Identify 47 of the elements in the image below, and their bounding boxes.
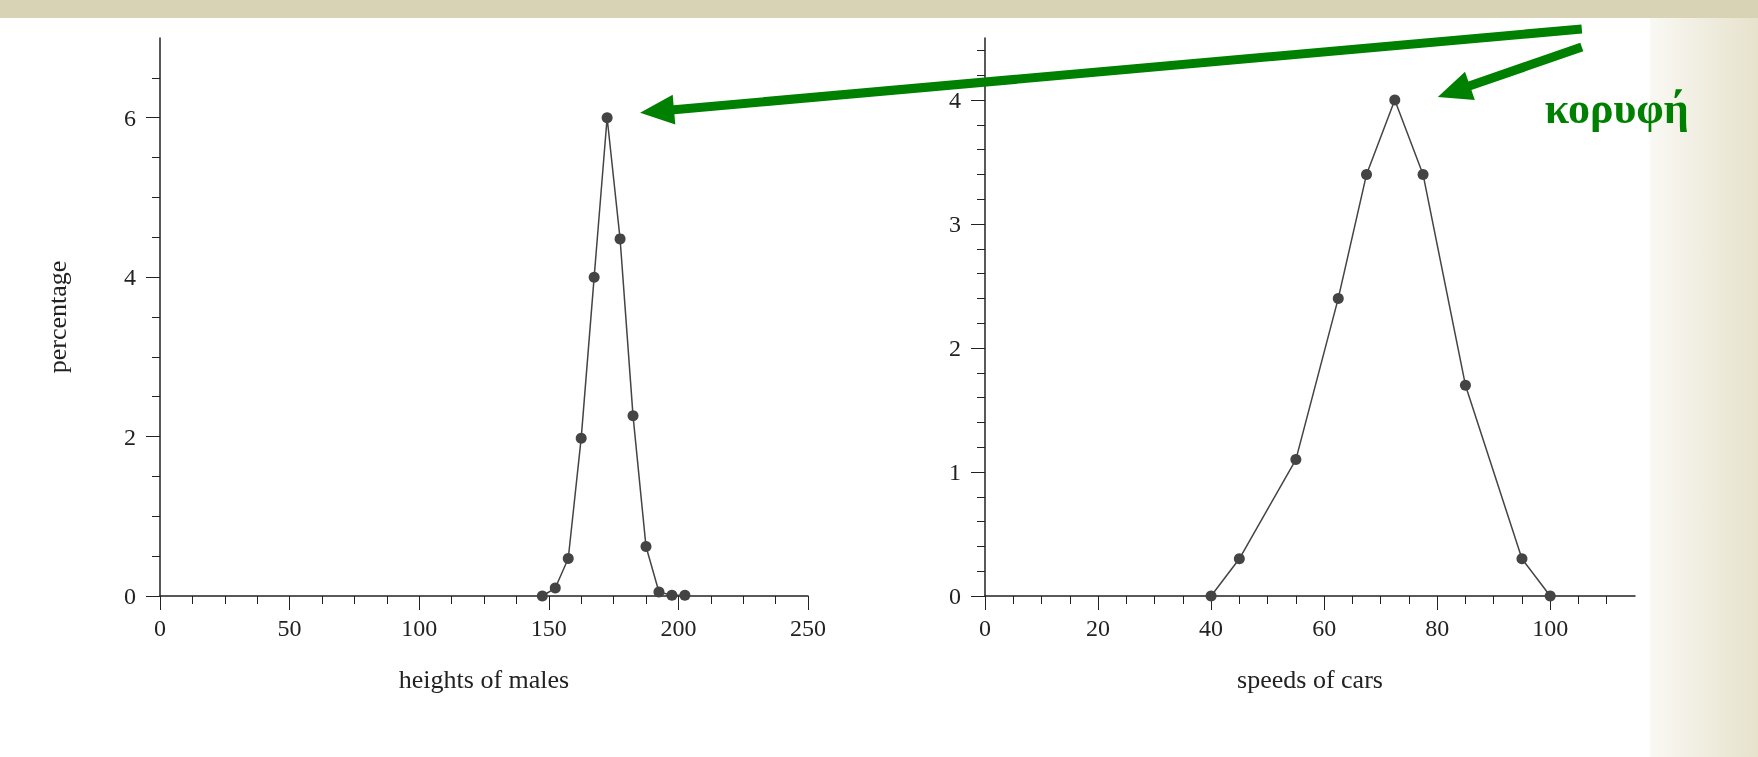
x-tick-label: 250 bbox=[790, 615, 826, 641]
x-tick-label: 40 bbox=[1199, 615, 1224, 641]
x-tick-label: 0 bbox=[154, 615, 166, 641]
x-tick-label: 0 bbox=[979, 615, 991, 641]
point bbox=[1544, 590, 1556, 602]
annotation: κορυφή bbox=[1544, 84, 1689, 133]
point bbox=[627, 410, 639, 422]
x-axis-title: speeds of cars bbox=[1237, 664, 1383, 694]
point bbox=[536, 590, 548, 602]
point bbox=[1233, 553, 1245, 565]
x-tick-label: 100 bbox=[401, 615, 438, 641]
point bbox=[640, 541, 652, 553]
point bbox=[679, 589, 691, 601]
point bbox=[1290, 454, 1302, 466]
x-tick-label: 200 bbox=[660, 615, 697, 641]
point bbox=[549, 582, 561, 594]
point bbox=[1459, 379, 1471, 391]
point bbox=[601, 112, 613, 124]
point bbox=[1417, 168, 1429, 180]
point bbox=[1205, 590, 1217, 602]
y-tick-label: 3 bbox=[949, 211, 961, 237]
point bbox=[614, 233, 626, 245]
y-tick-label: 2 bbox=[124, 423, 136, 450]
y-tick-label: 1 bbox=[949, 459, 961, 485]
y-tick-label: 4 bbox=[124, 264, 136, 291]
y-tick-label: 0 bbox=[124, 583, 136, 609]
point bbox=[1361, 168, 1373, 180]
point bbox=[1389, 94, 1401, 106]
point bbox=[588, 271, 600, 283]
y-tick-label: 2 bbox=[949, 335, 961, 361]
x-tick-label: 100 bbox=[1532, 615, 1569, 641]
y-tick-label: 4 bbox=[949, 87, 961, 113]
x-axis-title: heights of males bbox=[398, 664, 570, 694]
point bbox=[1332, 292, 1344, 304]
y-tick-label: 6 bbox=[124, 104, 136, 131]
x-tick-label: 20 bbox=[1086, 615, 1111, 641]
point bbox=[562, 553, 574, 565]
point bbox=[666, 589, 678, 601]
point bbox=[575, 432, 587, 444]
y-axis-title: percentage bbox=[42, 260, 72, 374]
point bbox=[653, 586, 665, 598]
x-tick-label: 150 bbox=[530, 615, 567, 641]
x-tick-label: 60 bbox=[1312, 615, 1337, 641]
x-tick-label: 80 bbox=[1425, 615, 1450, 641]
x-tick-label: 50 bbox=[277, 615, 302, 641]
point bbox=[1516, 553, 1528, 565]
y-tick-label: 0 bbox=[949, 583, 961, 609]
